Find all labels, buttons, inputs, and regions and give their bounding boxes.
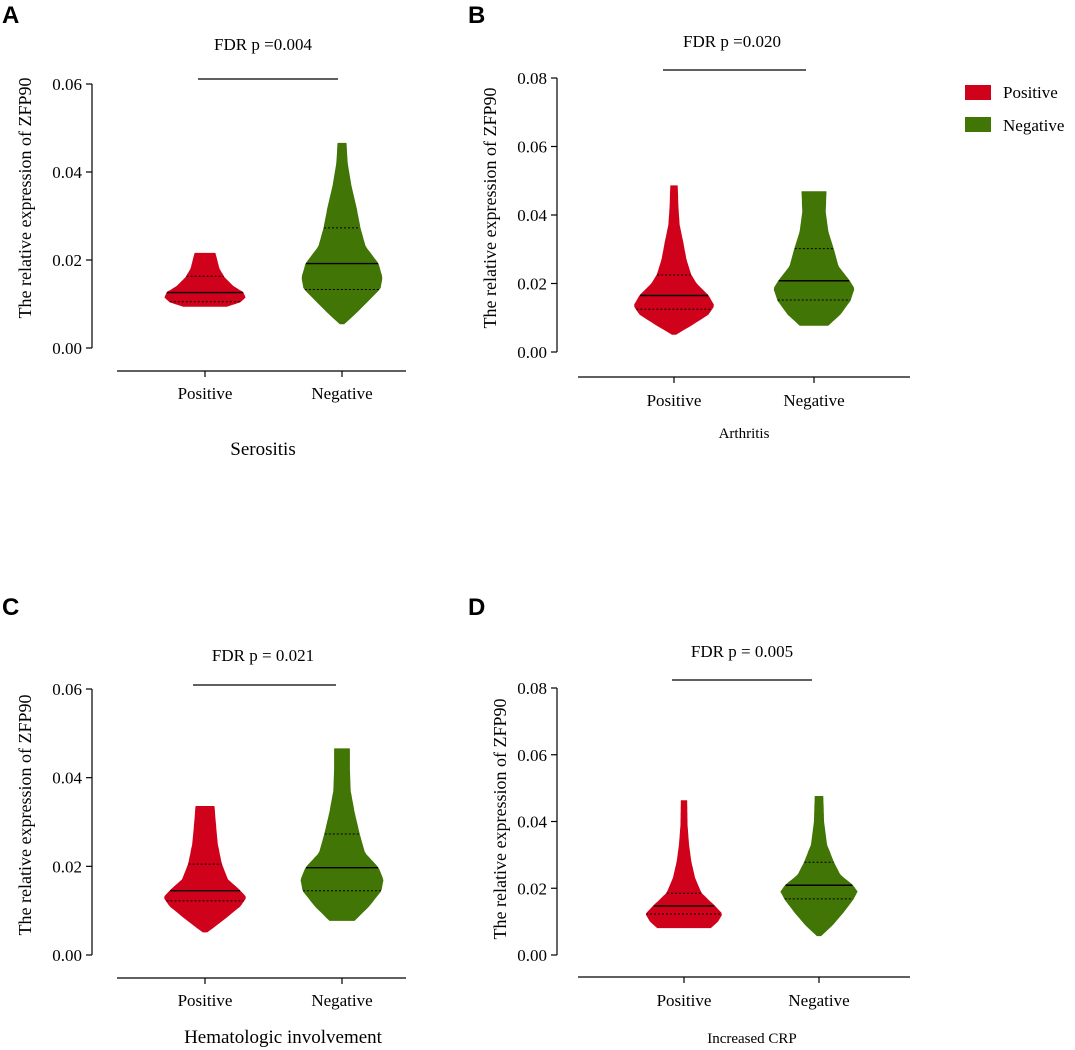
y-tick-label: 0.02 (52, 251, 82, 270)
violin-positive (646, 800, 722, 929)
legend-swatch-negative (965, 117, 991, 132)
panel-a: The relative expression of ZFP90 FDR p =… (15, 35, 312, 460)
x-tick-label: Negative (311, 384, 372, 403)
violin-negative (773, 191, 855, 326)
y-tick-label: 0.08 (517, 69, 547, 88)
violin-negative (301, 142, 383, 325)
y-tick-label: 0.06 (52, 75, 82, 94)
panel-letter-c: C (2, 594, 19, 621)
y-axis-title: The relative expression of ZFP90 (15, 695, 35, 936)
y-tick-label: 0.04 (52, 163, 82, 182)
legend-label-positive: Positive (1003, 83, 1058, 102)
panel-letter-b: B (468, 2, 485, 29)
y-tick-label: 0.06 (517, 138, 547, 157)
y-tick-label: 0.04 (517, 206, 547, 225)
panel-b: The relative expression of ZFP90 FDR p =… (480, 32, 781, 442)
x-axis-title: Hematologic involvement (184, 1027, 383, 1048)
x-axis-title: Arthritis (719, 426, 770, 442)
panel-d-plot: 0.00 0.02 0.04 0.06 0.08 Positive Negative (517, 679, 910, 1010)
y-tick-label: 0.06 (517, 746, 547, 765)
significance-label: FDR p = 0.021 (212, 646, 314, 665)
y-tick-label: 0.04 (517, 813, 547, 832)
y-axis-title: The relative expression of ZFP90 (15, 78, 35, 319)
y-tick-label: 0.02 (52, 857, 82, 876)
y-tick-label: 0.00 (52, 339, 82, 358)
x-axis-title: Serositis (230, 439, 295, 460)
y-tick-label: 0.02 (517, 879, 547, 898)
significance-label: FDR p = 0.005 (691, 642, 793, 661)
y-axis-title: The relative expression of ZFP90 (480, 88, 500, 329)
y-tick-label: 0.04 (52, 769, 82, 788)
legend-label-negative: Negative (1003, 116, 1064, 135)
y-axis-title: The relative expression of ZFP90 (490, 699, 510, 940)
panel-b-plot: 0.00 0.02 0.04 0.06 0.08 Positive Negative (517, 69, 910, 410)
y-tick-label: 0.00 (52, 946, 82, 965)
x-tick-label: Positive (647, 391, 702, 410)
x-axis-title: Increased CRP (707, 1031, 797, 1047)
y-tick-label: 0.08 (517, 679, 547, 698)
y-tick-label: 0.00 (517, 946, 547, 965)
violin-positive (164, 252, 246, 307)
x-tick-label: Negative (788, 991, 849, 1010)
violin-positive (634, 185, 714, 335)
x-tick-label: Positive (657, 991, 712, 1010)
violin-negative (780, 796, 858, 937)
violin-positive (164, 806, 246, 933)
x-tick-label: Positive (178, 991, 233, 1010)
chart-marks: 0.00 0.02 0.04 0.06 Positive Negative 0.00 0.02… (52, 69, 910, 1010)
violin-negative (300, 748, 384, 921)
x-tick-label: Negative (783, 391, 844, 410)
y-tick-label: 0.06 (52, 680, 82, 699)
panel-letter-d: D (468, 594, 485, 621)
significance-label: FDR p =0.020 (683, 32, 781, 51)
y-tick-label: 0.02 (517, 275, 547, 294)
x-tick-label: Positive (178, 384, 233, 403)
panel-letter-a: A (2, 2, 19, 29)
legend-swatch-positive (965, 85, 991, 100)
panel-c-plot: 0.00 0.02 0.04 0.06 Positive Negative (52, 680, 406, 1010)
x-tick-label: Negative (311, 991, 372, 1010)
y-tick-label: 0.00 (517, 343, 547, 362)
panel-c: The relative expression of ZFP90 FDR p =… (15, 646, 383, 1048)
panel-a-plot: 0.00 0.02 0.04 0.06 Positive Negative (52, 75, 406, 403)
significance-label: FDR p =0.004 (214, 35, 312, 54)
legend: Positive Negative (965, 83, 1064, 135)
panel-d: The relative expression of ZFP90 FDR p =… (490, 642, 797, 1047)
